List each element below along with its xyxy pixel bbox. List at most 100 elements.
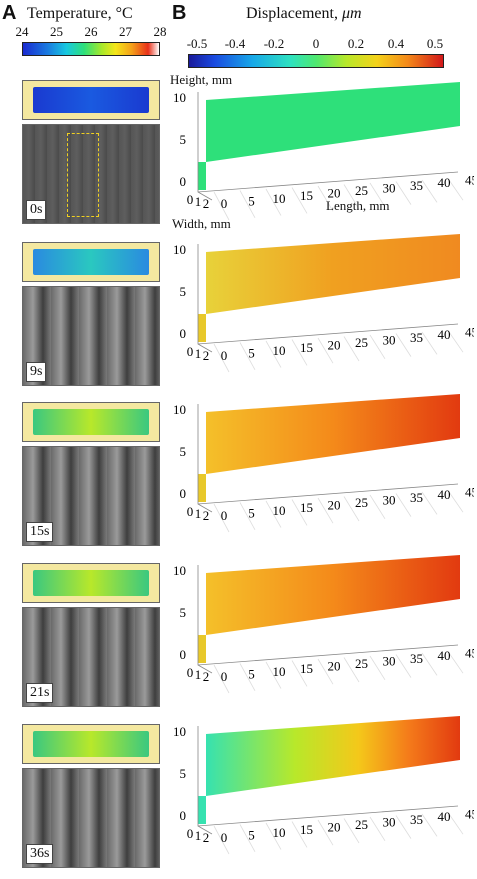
length-tick-label: 30 bbox=[383, 492, 396, 507]
micrograph-image: 9s bbox=[22, 286, 160, 386]
thermal-image-specimen bbox=[33, 731, 149, 757]
panel-a-letter: A bbox=[2, 2, 17, 24]
displacement-surface bbox=[206, 716, 460, 796]
length-tick-label: 0 bbox=[221, 669, 228, 684]
length-tick-label: 20 bbox=[328, 820, 341, 835]
width-tick-label: 2 bbox=[203, 669, 210, 684]
length-tick-label: 30 bbox=[383, 653, 396, 668]
figure-row: 21s0510012051015202530354045 bbox=[0, 553, 477, 718]
surface-side-face bbox=[198, 796, 206, 824]
length-tick-label: 40 bbox=[438, 487, 451, 502]
plot-gridlines bbox=[213, 330, 464, 373]
length-tick-label: 25 bbox=[355, 495, 368, 510]
micrograph-image: 15s bbox=[22, 446, 160, 546]
displacement-surface-plot: 0510012051015202530354045 bbox=[173, 394, 474, 533]
length-tick-label: 35 bbox=[410, 330, 423, 345]
displacement-surface bbox=[206, 82, 460, 162]
figure-row: 36s0510012051015202530354045 bbox=[0, 714, 477, 879]
length-tick-label: 20 bbox=[328, 338, 341, 353]
displacement-surface bbox=[206, 394, 460, 474]
length-tick-label: 10 bbox=[273, 503, 286, 518]
height-tick-label: 10 bbox=[173, 402, 186, 417]
temperature-scale-title: Temperature, °C bbox=[27, 5, 133, 22]
plot-axes bbox=[197, 565, 459, 674]
temperature-colorbar bbox=[22, 42, 160, 56]
length-tick-label: 45 bbox=[465, 325, 474, 340]
length-tick-label: 35 bbox=[410, 651, 423, 666]
height-tick-label: 10 bbox=[173, 242, 186, 257]
displacement-tick-label: -0.2 bbox=[263, 36, 285, 51]
width-tick-label: 0 bbox=[187, 665, 194, 680]
thermal-image-specimen bbox=[33, 409, 149, 435]
thermal-image-specimen bbox=[33, 570, 149, 596]
thermal-image-specimen bbox=[33, 249, 149, 275]
plot-axes bbox=[197, 404, 459, 513]
length-tick-label: 45 bbox=[465, 485, 474, 500]
time-label: 9s bbox=[26, 362, 47, 382]
length-tick-label: 5 bbox=[248, 345, 255, 360]
time-label: 0s bbox=[26, 200, 47, 220]
length-tick-label: 35 bbox=[410, 178, 423, 193]
micrograph-image: 36s bbox=[22, 768, 160, 868]
micrograph-image: 21s bbox=[22, 607, 160, 707]
length-tick-label: 0 bbox=[221, 348, 228, 363]
width-tick-label: 0 bbox=[187, 192, 194, 207]
length-tick-label: 30 bbox=[383, 332, 396, 347]
width-tick-label: 2 bbox=[203, 508, 210, 523]
temperature-tick-label: 26 bbox=[84, 24, 98, 39]
displacement-surface bbox=[206, 234, 460, 314]
length-tick-label: 5 bbox=[248, 505, 255, 520]
width-axis-title: Width, mm bbox=[172, 216, 231, 231]
height-tick-label: 5 bbox=[180, 444, 187, 459]
width-tick-label: 2 bbox=[203, 348, 210, 363]
length-tick-label: 5 bbox=[248, 666, 255, 681]
length-tick-label: 15 bbox=[300, 661, 313, 676]
plot-axes bbox=[197, 92, 459, 201]
height-tick-label: 10 bbox=[173, 90, 186, 105]
length-tick-label: 35 bbox=[410, 812, 423, 827]
displacement-tick-label: 0.2 bbox=[347, 36, 365, 51]
temperature-tick-label: 25 bbox=[50, 24, 63, 39]
width-tick-label: 1 bbox=[195, 828, 202, 843]
length-tick-label: 40 bbox=[438, 175, 451, 190]
plot-axes bbox=[197, 726, 459, 835]
length-tick-label: 0 bbox=[221, 830, 228, 845]
height-tick-label: 10 bbox=[173, 563, 186, 578]
width-tick-label: 0 bbox=[187, 504, 194, 519]
displacement-surface-plot: 0510012051015202530354045 bbox=[173, 82, 474, 221]
length-tick-label: 5 bbox=[248, 193, 255, 208]
width-tick-label: 1 bbox=[195, 346, 202, 361]
temperature-tick-label: 27 bbox=[119, 24, 132, 39]
thermal-image bbox=[22, 402, 160, 442]
length-tick-label: 45 bbox=[465, 173, 474, 188]
length-tick-label: 0 bbox=[221, 508, 228, 523]
length-tick-label: 5 bbox=[248, 827, 255, 842]
surface-side-face bbox=[198, 474, 206, 502]
displacement-colorbar bbox=[188, 54, 444, 68]
plot-gridlines bbox=[213, 812, 464, 855]
length-tick-label: 10 bbox=[273, 343, 286, 358]
length-tick-label: 10 bbox=[273, 191, 286, 206]
length-tick-label: 25 bbox=[355, 817, 368, 832]
length-tick-label: 20 bbox=[328, 498, 341, 513]
length-tick-label: 20 bbox=[328, 659, 341, 674]
thermal-image bbox=[22, 80, 160, 120]
time-label: 21s bbox=[26, 683, 54, 703]
length-tick-label: 20 bbox=[328, 186, 341, 201]
length-tick-label: 35 bbox=[410, 490, 423, 505]
height-tick-label: 0 bbox=[180, 808, 187, 823]
height-tick-label: 0 bbox=[180, 647, 187, 662]
displacement-title-unit: μm bbox=[341, 5, 362, 22]
displacement-scale-title: Displacement, μm bbox=[246, 5, 362, 23]
displacement-surface-plot: 0510012051015202530354045 bbox=[173, 716, 474, 855]
height-tick-label: 5 bbox=[180, 605, 187, 620]
width-tick-label: 2 bbox=[203, 830, 210, 845]
width-tick-label: 2 bbox=[203, 196, 210, 211]
width-tick-label: 1 bbox=[195, 667, 202, 682]
temperature-tick-label: 28 bbox=[153, 24, 167, 39]
displacement-title-text: Displacement, bbox=[246, 5, 342, 22]
micrograph-image: 0s bbox=[22, 124, 160, 224]
length-tick-label: 15 bbox=[300, 340, 313, 355]
height-axis-title: Height, mm bbox=[170, 72, 233, 87]
displacement-surface bbox=[206, 555, 460, 635]
